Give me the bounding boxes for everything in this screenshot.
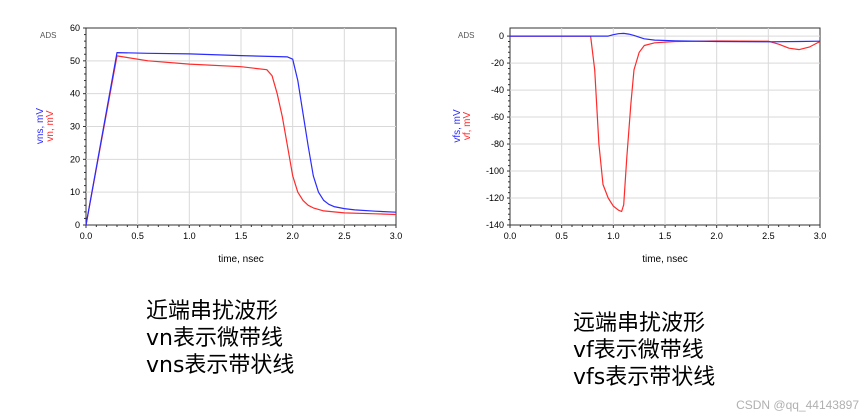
right-caption: 远端串扰波形 vf表示微带线 vfs表示带状线 [573,310,715,391]
near-end-crosstalk-chart: 0.0 0.5 1.0 1.5 2.0 2.5 3.0 0 10 20 30 40 50 60 ADS tim… [35,23,402,265]
ads-tag: ADS [458,31,474,40]
y-axis-label: vns, mVvn, mV [35,108,56,144]
y-tick-label: -140 [486,220,504,230]
left-caption-line-1: 近端串扰波形 [146,299,279,324]
series-line-vns [85,51,397,226]
ads-tag: ADS [40,31,56,40]
y-tick-label: -20 [491,58,504,68]
x-tick-label: 1.5 [235,231,248,241]
y-tick-label: -120 [486,193,504,203]
x-tick-label: 1.0 [183,231,196,241]
x-tick-label: 2.0 [286,231,299,241]
y-axis-label-series-1: vfs, mV [452,109,463,143]
x-tick-label: 3.0 [390,231,403,241]
y-tick-label: -60 [491,112,504,122]
y-axis-label-series-2: vf, mV [462,112,473,141]
x-tick-label: 2.5 [762,231,775,241]
x-tick-label: 0.0 [80,231,93,241]
x-tick-label: 0.0 [504,231,517,241]
y-tick-label: 60 [70,23,80,33]
right-caption-line-2: vf表示微带线 [573,338,704,363]
x-tick-label: 1.5 [659,231,672,241]
y-axis-label-series-2: vn, mV [45,110,56,141]
left-caption-line-2: vn表示微带线 [146,326,283,351]
left-caption: 近端串扰波形 vn表示微带线 vns表示带状线 [146,298,294,379]
x-axis-label: time, nsec [218,254,264,265]
x-tick-label: 0.5 [131,231,144,241]
x-tick-label: 3.0 [814,231,827,241]
x-tick-label: 1.0 [607,231,620,241]
y-axis-label-series-1: vns, mV [35,108,46,144]
y-tick-label: -80 [491,139,504,149]
left-caption-line-3: vns表示带状线 [146,353,295,378]
x-tick-label: 0.5 [555,231,568,241]
y-tick-label: 0 [499,31,504,41]
y-tick-label: -40 [491,85,504,95]
right-caption-line-3: vfs表示带状线 [573,365,716,390]
series-line-vfs [510,32,821,43]
series-line-vn [85,55,397,226]
y-tick-label: 20 [70,154,80,164]
y-axis-label: vfs, mVvf, mV [452,109,473,143]
y-tick-label: 10 [70,187,80,197]
series-line-vf [510,35,821,213]
y-tick-label: 0 [75,220,80,230]
watermark: CSDN @qq_44143897 [736,398,859,412]
x-tick-label: 2.5 [338,231,351,241]
y-tick-label: 40 [70,89,80,99]
y-tick-label: 50 [70,56,80,66]
x-axis-label: time, nsec [642,254,688,265]
x-tick-label: 2.0 [710,231,723,241]
right-caption-line-1: 远端串扰波形 [573,311,706,336]
y-tick-label: 30 [70,122,80,132]
y-tick-label: -100 [486,166,504,176]
far-end-crosstalk-chart: 0.0 0.5 1.0 1.5 2.0 2.5 3.0 0 -20 -40 -60 -80 -100 -1… [452,27,827,265]
